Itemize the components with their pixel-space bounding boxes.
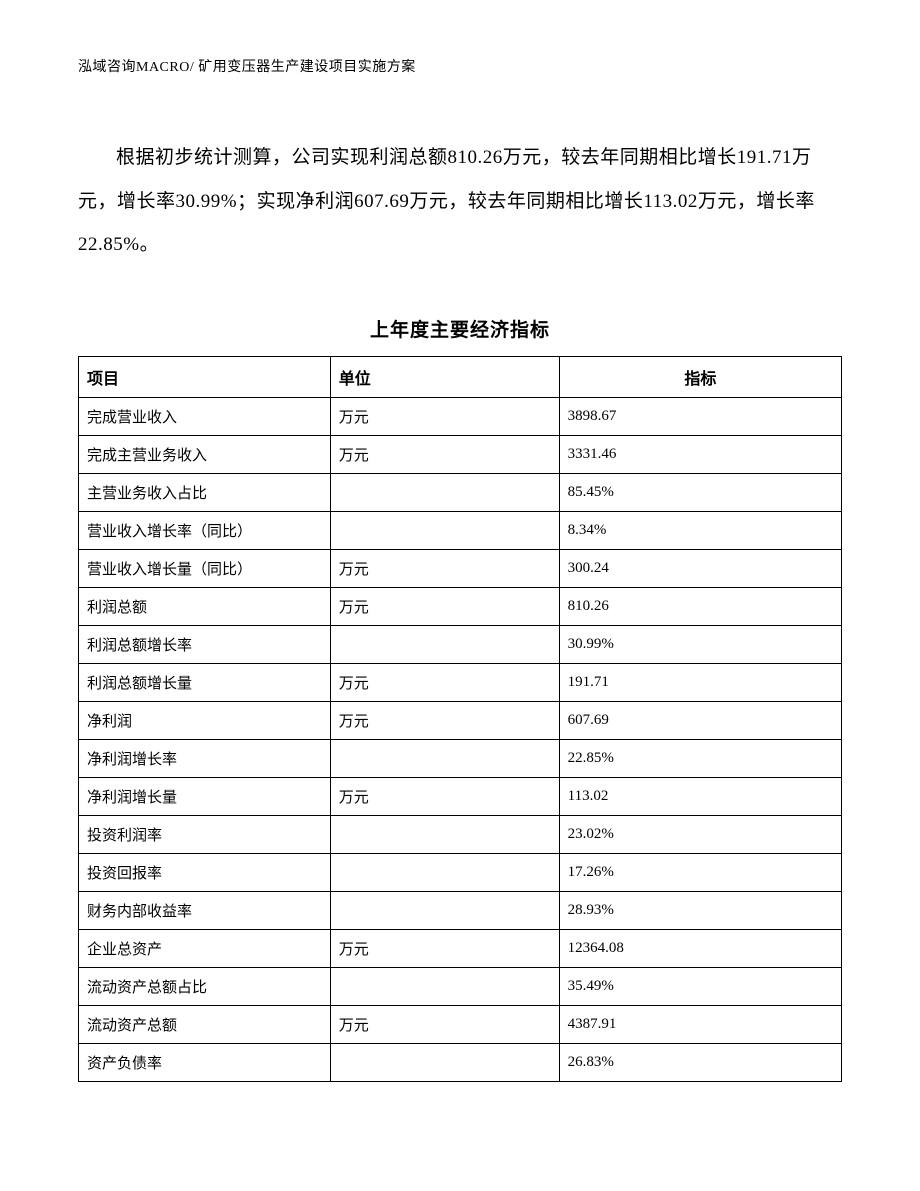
page-header: 泓域咨询MACRO/ 矿用变压器生产建设项目实施方案 bbox=[78, 56, 842, 76]
table-row: 企业总资产万元12364.08 bbox=[79, 930, 842, 968]
table-cell: 35.49% bbox=[559, 968, 841, 1006]
table-row: 资产负债率 26.83% bbox=[79, 1044, 842, 1082]
table-cell: 净利润 bbox=[79, 702, 331, 740]
table-cell: 3331.46 bbox=[559, 436, 841, 474]
table-cell: 净利润增长率 bbox=[79, 740, 331, 778]
table-cell: 利润总额增长量 bbox=[79, 664, 331, 702]
table-cell: 85.45% bbox=[559, 474, 841, 512]
table-cell: 万元 bbox=[330, 778, 559, 816]
table-cell: 191.71 bbox=[559, 664, 841, 702]
table-cell bbox=[330, 854, 559, 892]
table-cell: 万元 bbox=[330, 1006, 559, 1044]
column-header-project: 项目 bbox=[79, 357, 331, 398]
table-cell: 投资回报率 bbox=[79, 854, 331, 892]
table-row: 利润总额增长量万元191.71 bbox=[79, 664, 842, 702]
table-row: 净利润万元607.69 bbox=[79, 702, 842, 740]
table-cell: 流动资产总额 bbox=[79, 1006, 331, 1044]
table-cell: 810.26 bbox=[559, 588, 841, 626]
table-cell: 万元 bbox=[330, 588, 559, 626]
table-cell bbox=[330, 1044, 559, 1082]
table-cell bbox=[330, 512, 559, 550]
table-cell: 23.02% bbox=[559, 816, 841, 854]
table-cell: 28.93% bbox=[559, 892, 841, 930]
table-cell: 净利润增长量 bbox=[79, 778, 331, 816]
economic-indicators-table: 项目 单位 指标 完成营业收入万元3898.67完成主营业务收入万元3331.4… bbox=[78, 356, 842, 1082]
table-cell: 资产负债率 bbox=[79, 1044, 331, 1082]
table-row: 净利润增长量万元113.02 bbox=[79, 778, 842, 816]
table-cell: 企业总资产 bbox=[79, 930, 331, 968]
table-cell bbox=[330, 626, 559, 664]
table-row: 营业收入增长率（同比） 8.34% bbox=[79, 512, 842, 550]
table-cell: 300.24 bbox=[559, 550, 841, 588]
table-row: 流动资产总额占比 35.49% bbox=[79, 968, 842, 1006]
table-row: 投资回报率 17.26% bbox=[79, 854, 842, 892]
table-cell bbox=[330, 474, 559, 512]
table-row: 利润总额增长率 30.99% bbox=[79, 626, 842, 664]
table-row: 流动资产总额万元4387.91 bbox=[79, 1006, 842, 1044]
table-row: 完成主营业务收入万元3331.46 bbox=[79, 436, 842, 474]
table-cell: 营业收入增长率（同比） bbox=[79, 512, 331, 550]
table-cell bbox=[330, 816, 559, 854]
table-title: 上年度主要经济指标 bbox=[78, 315, 842, 342]
body-paragraph: 根据初步统计测算，公司实现利润总额810.26万元，较去年同期相比增长191.7… bbox=[78, 136, 842, 267]
table-row: 投资利润率 23.02% bbox=[79, 816, 842, 854]
table-cell: 12364.08 bbox=[559, 930, 841, 968]
table-cell: 8.34% bbox=[559, 512, 841, 550]
table-row: 营业收入增长量（同比）万元300.24 bbox=[79, 550, 842, 588]
table-cell: 万元 bbox=[330, 436, 559, 474]
table-cell: 万元 bbox=[330, 702, 559, 740]
table-cell: 26.83% bbox=[559, 1044, 841, 1082]
table-row: 净利润增长率 22.85% bbox=[79, 740, 842, 778]
table-row: 完成营业收入万元3898.67 bbox=[79, 398, 842, 436]
table-header-row: 项目 单位 指标 bbox=[79, 357, 842, 398]
table-cell bbox=[330, 892, 559, 930]
table-row: 财务内部收益率 28.93% bbox=[79, 892, 842, 930]
table-cell: 607.69 bbox=[559, 702, 841, 740]
table-row: 主营业务收入占比 85.45% bbox=[79, 474, 842, 512]
table-cell: 利润总额增长率 bbox=[79, 626, 331, 664]
column-header-unit: 单位 bbox=[330, 357, 559, 398]
table-cell: 113.02 bbox=[559, 778, 841, 816]
column-header-indicator: 指标 bbox=[559, 357, 841, 398]
table-cell: 财务内部收益率 bbox=[79, 892, 331, 930]
table-cell bbox=[330, 968, 559, 1006]
table-cell: 万元 bbox=[330, 398, 559, 436]
table-cell: 营业收入增长量（同比） bbox=[79, 550, 331, 588]
table-cell bbox=[330, 740, 559, 778]
table-cell: 流动资产总额占比 bbox=[79, 968, 331, 1006]
table-cell: 主营业务收入占比 bbox=[79, 474, 331, 512]
table-row: 利润总额万元810.26 bbox=[79, 588, 842, 626]
table-cell: 30.99% bbox=[559, 626, 841, 664]
table-cell: 17.26% bbox=[559, 854, 841, 892]
table-cell: 4387.91 bbox=[559, 1006, 841, 1044]
table-cell: 3898.67 bbox=[559, 398, 841, 436]
table-cell: 利润总额 bbox=[79, 588, 331, 626]
table-cell: 完成营业收入 bbox=[79, 398, 331, 436]
table-cell: 万元 bbox=[330, 664, 559, 702]
table-cell: 万元 bbox=[330, 550, 559, 588]
table-cell: 投资利润率 bbox=[79, 816, 331, 854]
table-cell: 万元 bbox=[330, 930, 559, 968]
table-cell: 完成主营业务收入 bbox=[79, 436, 331, 474]
table-cell: 22.85% bbox=[559, 740, 841, 778]
